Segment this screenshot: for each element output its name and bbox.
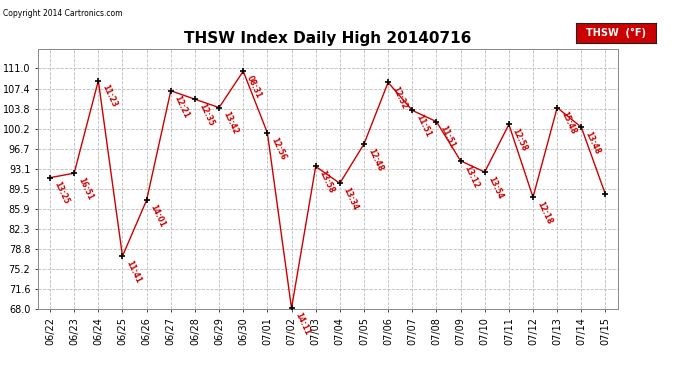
Text: 13:42: 13:42 xyxy=(221,110,239,136)
Text: 12:58: 12:58 xyxy=(511,127,529,153)
Text: 12:56: 12:56 xyxy=(269,136,288,161)
Text: THSW  (°F): THSW (°F) xyxy=(586,28,646,38)
Text: 12:18: 12:18 xyxy=(535,200,553,226)
Text: 11:41: 11:41 xyxy=(124,259,143,285)
Text: 15:48: 15:48 xyxy=(559,110,578,136)
Text: 11:51: 11:51 xyxy=(414,113,433,139)
Text: 13:54: 13:54 xyxy=(486,175,505,200)
Title: THSW Index Daily High 20140716: THSW Index Daily High 20140716 xyxy=(184,31,471,46)
Text: 12:32: 12:32 xyxy=(390,85,408,111)
Text: 11:23: 11:23 xyxy=(100,84,119,109)
Text: 12:21: 12:21 xyxy=(172,94,191,119)
Text: 13:12: 13:12 xyxy=(462,164,481,189)
Text: 16:51: 16:51 xyxy=(76,176,95,201)
Text: 14:11: 14:11 xyxy=(293,311,312,337)
Text: Copyright 2014 Cartronics.com: Copyright 2014 Cartronics.com xyxy=(3,9,123,18)
Text: 13:25: 13:25 xyxy=(52,180,70,206)
Text: 11:51: 11:51 xyxy=(438,124,457,150)
Text: 13:34: 13:34 xyxy=(342,186,360,212)
Text: 12:48: 12:48 xyxy=(366,147,384,172)
Text: 14:01: 14:01 xyxy=(148,203,167,228)
Text: 13:58: 13:58 xyxy=(317,169,336,195)
Text: 08:31: 08:31 xyxy=(245,74,264,100)
Text: 12:35: 12:35 xyxy=(197,102,215,128)
Text: 13:48: 13:48 xyxy=(583,130,602,156)
